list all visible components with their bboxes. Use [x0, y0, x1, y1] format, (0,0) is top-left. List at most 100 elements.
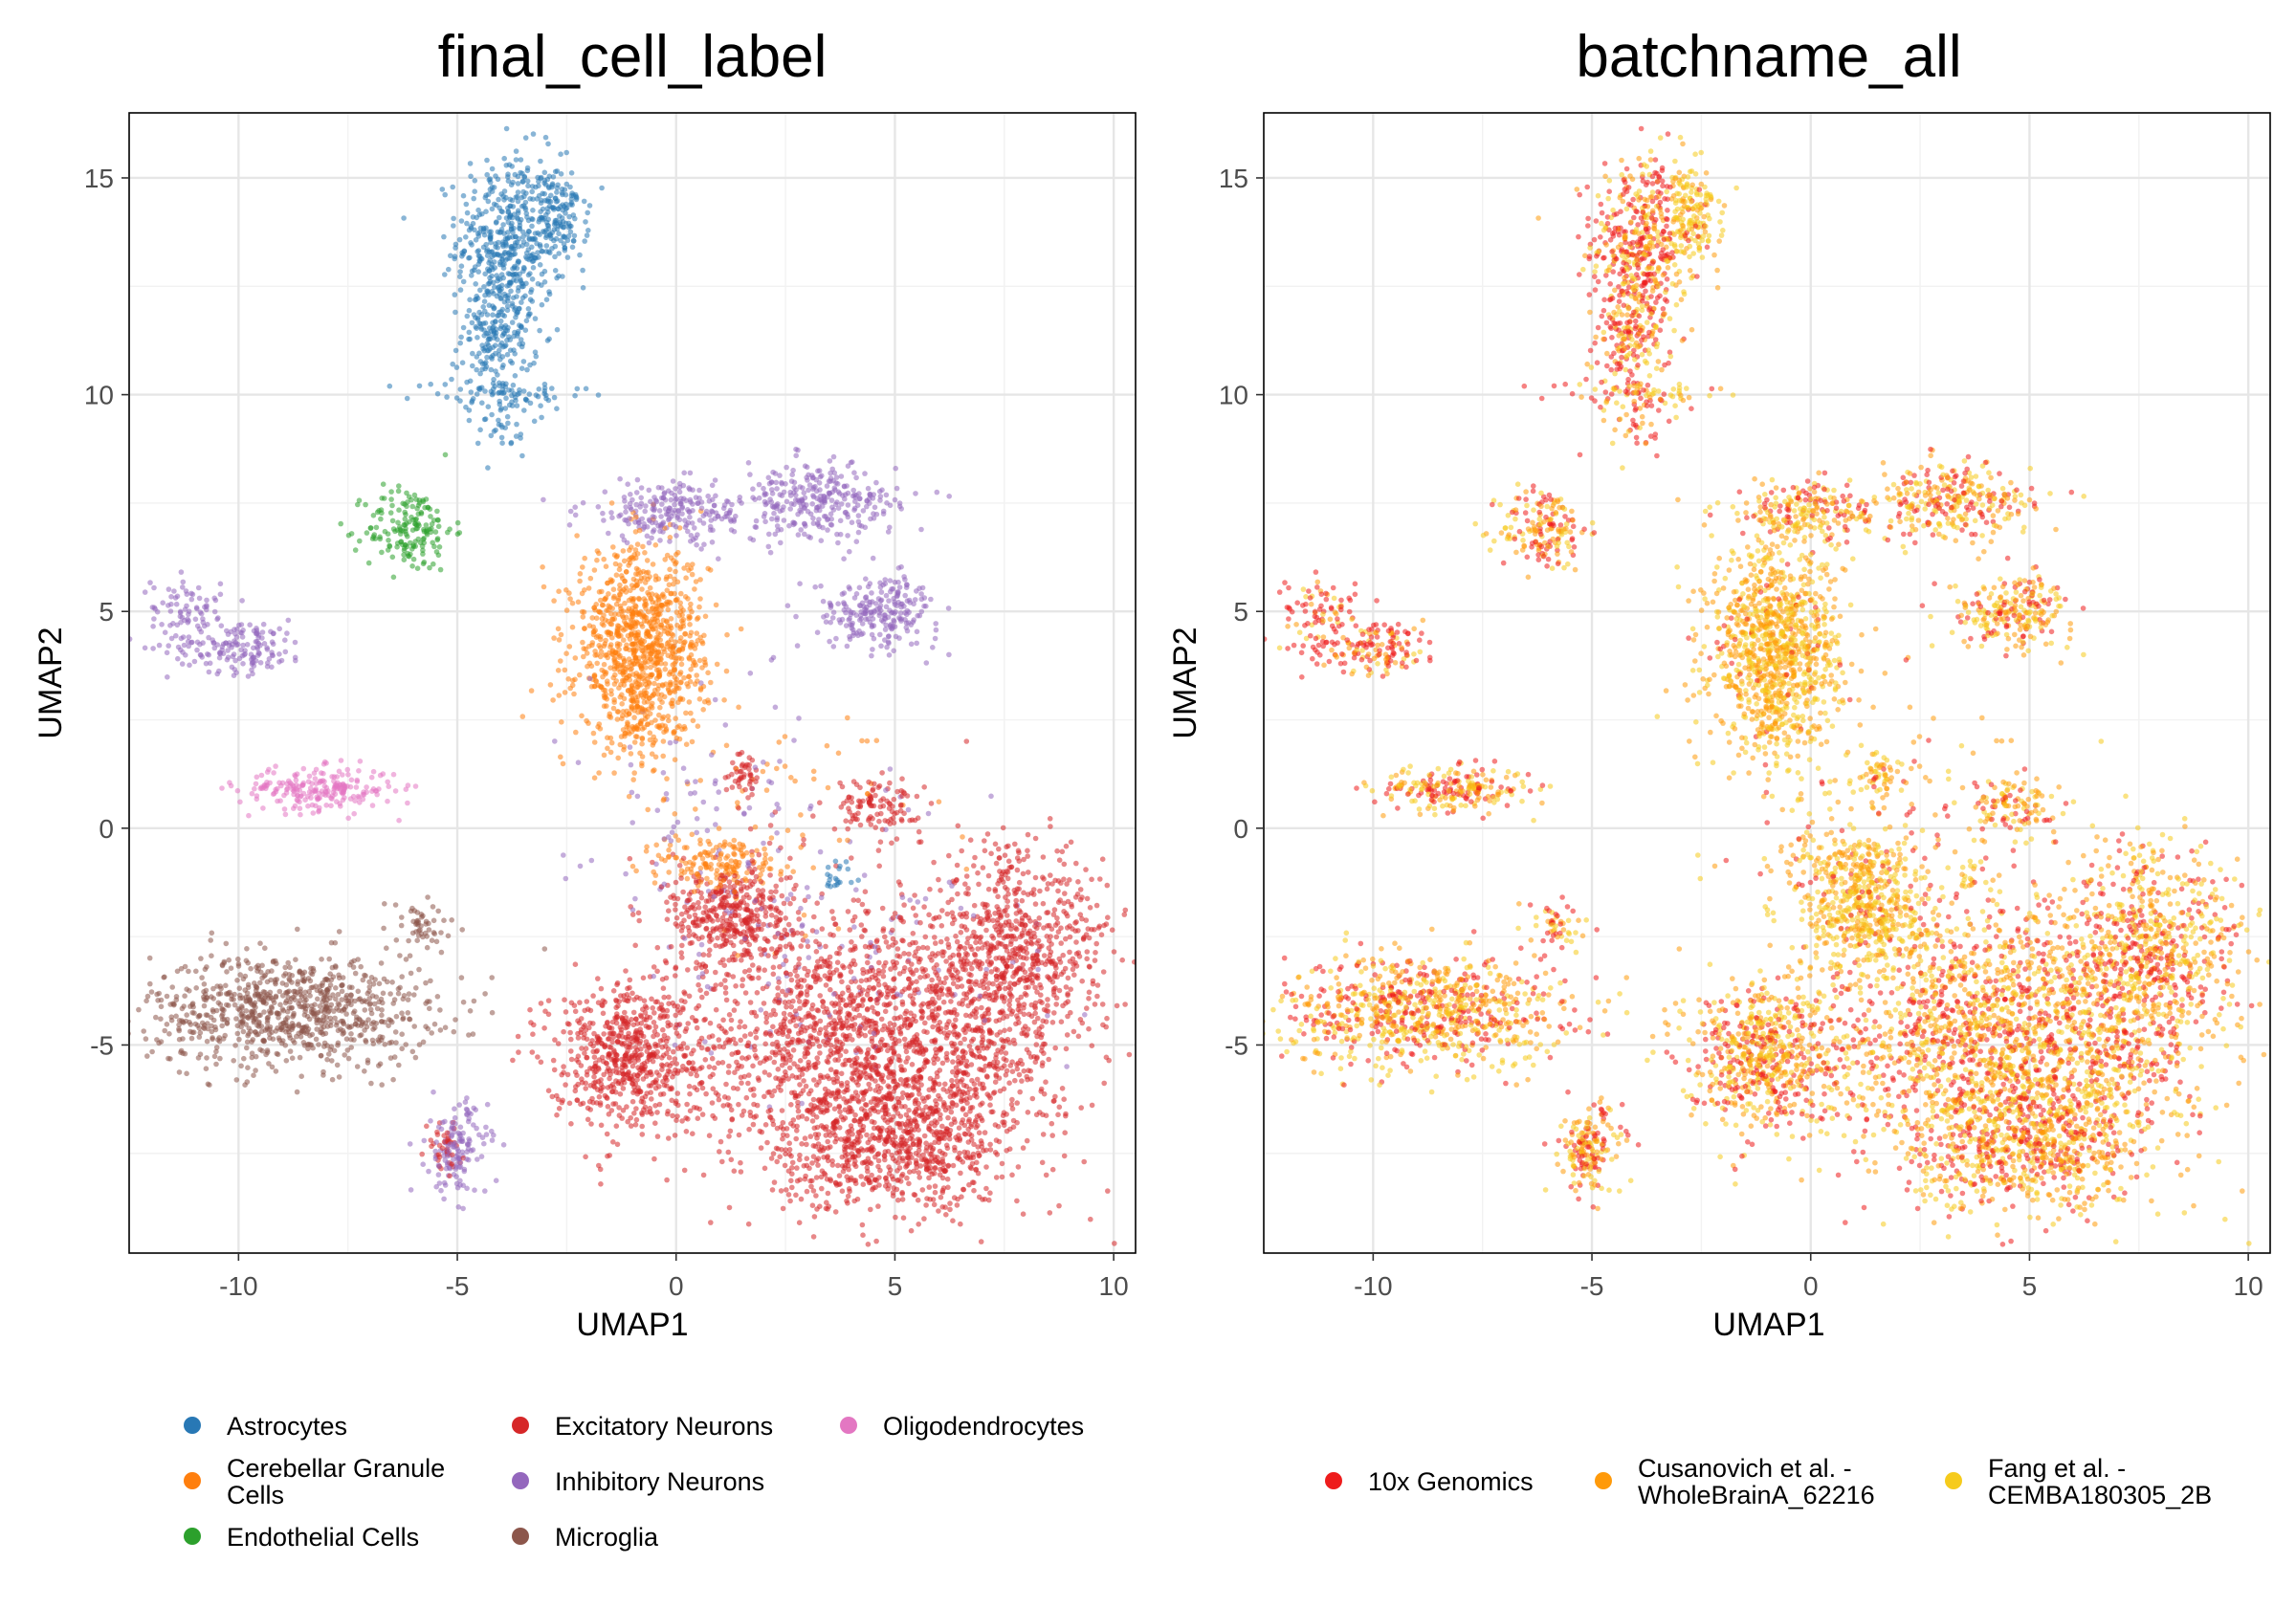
scatter-point — [435, 523, 442, 530]
scatter-point — [630, 1009, 637, 1016]
scatter-point — [583, 1080, 588, 1087]
scatter-point — [845, 533, 850, 539]
scatter-point — [1020, 1145, 1027, 1151]
scatter-point — [1041, 1258, 1047, 1264]
scatter-point — [725, 1069, 732, 1075]
scatter-point — [550, 697, 556, 703]
scatter-point — [235, 956, 241, 962]
scatter-point — [689, 571, 695, 578]
scatter-point — [839, 591, 846, 597]
scatter-point — [882, 577, 888, 583]
scatter-point — [1078, 1105, 1084, 1111]
scatter-point — [762, 1165, 768, 1172]
scatter-point — [674, 1113, 680, 1119]
scatter-point — [921, 784, 927, 790]
scatter-point — [862, 943, 869, 950]
scatter-point — [642, 1009, 649, 1016]
scatter-point — [856, 798, 862, 804]
scatter-point — [973, 1087, 980, 1092]
scatter-point — [841, 556, 847, 561]
scatter-point — [677, 600, 683, 606]
scatter-point — [503, 125, 510, 132]
scatter-point — [345, 532, 352, 539]
scatter-point — [182, 993, 188, 999]
scatter-point — [976, 881, 982, 888]
scatter-point — [389, 554, 396, 561]
scatter-point — [923, 1202, 929, 1208]
scatter-point — [379, 549, 385, 556]
scatter-point — [907, 966, 914, 973]
scatter-point — [853, 474, 859, 481]
scatter-point — [218, 623, 225, 628]
scatter-point — [849, 855, 854, 861]
scatter-point — [814, 629, 821, 635]
scatter-point — [809, 1118, 816, 1124]
scatter-point — [634, 1076, 640, 1083]
scatter-point — [904, 1175, 910, 1181]
scatter-point — [983, 966, 989, 973]
scatter-point — [673, 1012, 678, 1019]
scatter-point — [707, 1020, 714, 1026]
scatter-point — [457, 340, 464, 346]
scatter-point — [631, 1111, 637, 1116]
scatter-point — [142, 589, 148, 595]
scatter-point — [425, 999, 430, 1004]
scatter-point — [590, 993, 596, 999]
scatter-point — [420, 551, 426, 557]
scatter-point — [1016, 849, 1022, 856]
scatter-point — [869, 1172, 874, 1178]
scatter-point — [673, 907, 678, 913]
scatter-point — [584, 232, 590, 238]
scatter-point — [632, 895, 638, 902]
scatter-point — [684, 1101, 690, 1108]
scatter-point — [566, 213, 572, 220]
scatter-point — [323, 803, 330, 808]
scatter-point — [640, 975, 647, 981]
scatter-point — [219, 1017, 226, 1023]
scatter-point — [688, 790, 694, 797]
scatter-point — [689, 831, 695, 838]
scatter-point — [420, 1161, 427, 1167]
scatter-point — [694, 816, 700, 822]
scatter-point — [1100, 969, 1107, 975]
scatter-point — [878, 607, 884, 614]
scatter-point — [409, 1048, 416, 1055]
scatter-point — [859, 737, 865, 744]
scatter-point — [708, 1220, 714, 1225]
scatter-point — [793, 452, 799, 459]
scatter-point — [669, 829, 675, 835]
scatter-point — [464, 313, 471, 319]
scatter-point — [736, 1101, 741, 1108]
scatter-point — [839, 1188, 846, 1194]
scatter-point — [483, 209, 489, 214]
scatter-point — [958, 905, 964, 912]
scatter-point — [828, 497, 835, 503]
scatter-point — [862, 524, 869, 531]
scatter-point — [187, 662, 192, 669]
scatter-point — [716, 1096, 722, 1103]
scatter-point — [651, 973, 656, 980]
scatter-point — [692, 525, 697, 531]
scatter-point — [1109, 927, 1115, 933]
scatter-point — [441, 1196, 447, 1202]
scatter-point — [241, 1055, 247, 1062]
scatter-point — [425, 1025, 431, 1032]
scatter-point — [796, 916, 802, 922]
scatter-point — [1073, 939, 1079, 945]
scatter-point — [982, 838, 987, 844]
scatter-point — [754, 907, 760, 913]
scatter-point — [823, 943, 828, 950]
scatter-point — [973, 1124, 980, 1131]
scatter-point — [813, 1193, 819, 1199]
scatter-point — [857, 822, 864, 828]
scatter-point — [362, 1007, 368, 1013]
scatter-point — [784, 1187, 789, 1193]
scatter-point — [554, 1112, 560, 1118]
scatter-point — [583, 1086, 588, 1091]
scatter-point — [1025, 831, 1031, 838]
scatter-point — [543, 234, 549, 241]
scatter-point — [649, 535, 654, 541]
scatter-point — [750, 486, 756, 492]
scatter-point — [917, 839, 924, 845]
scatter-point — [481, 298, 488, 305]
